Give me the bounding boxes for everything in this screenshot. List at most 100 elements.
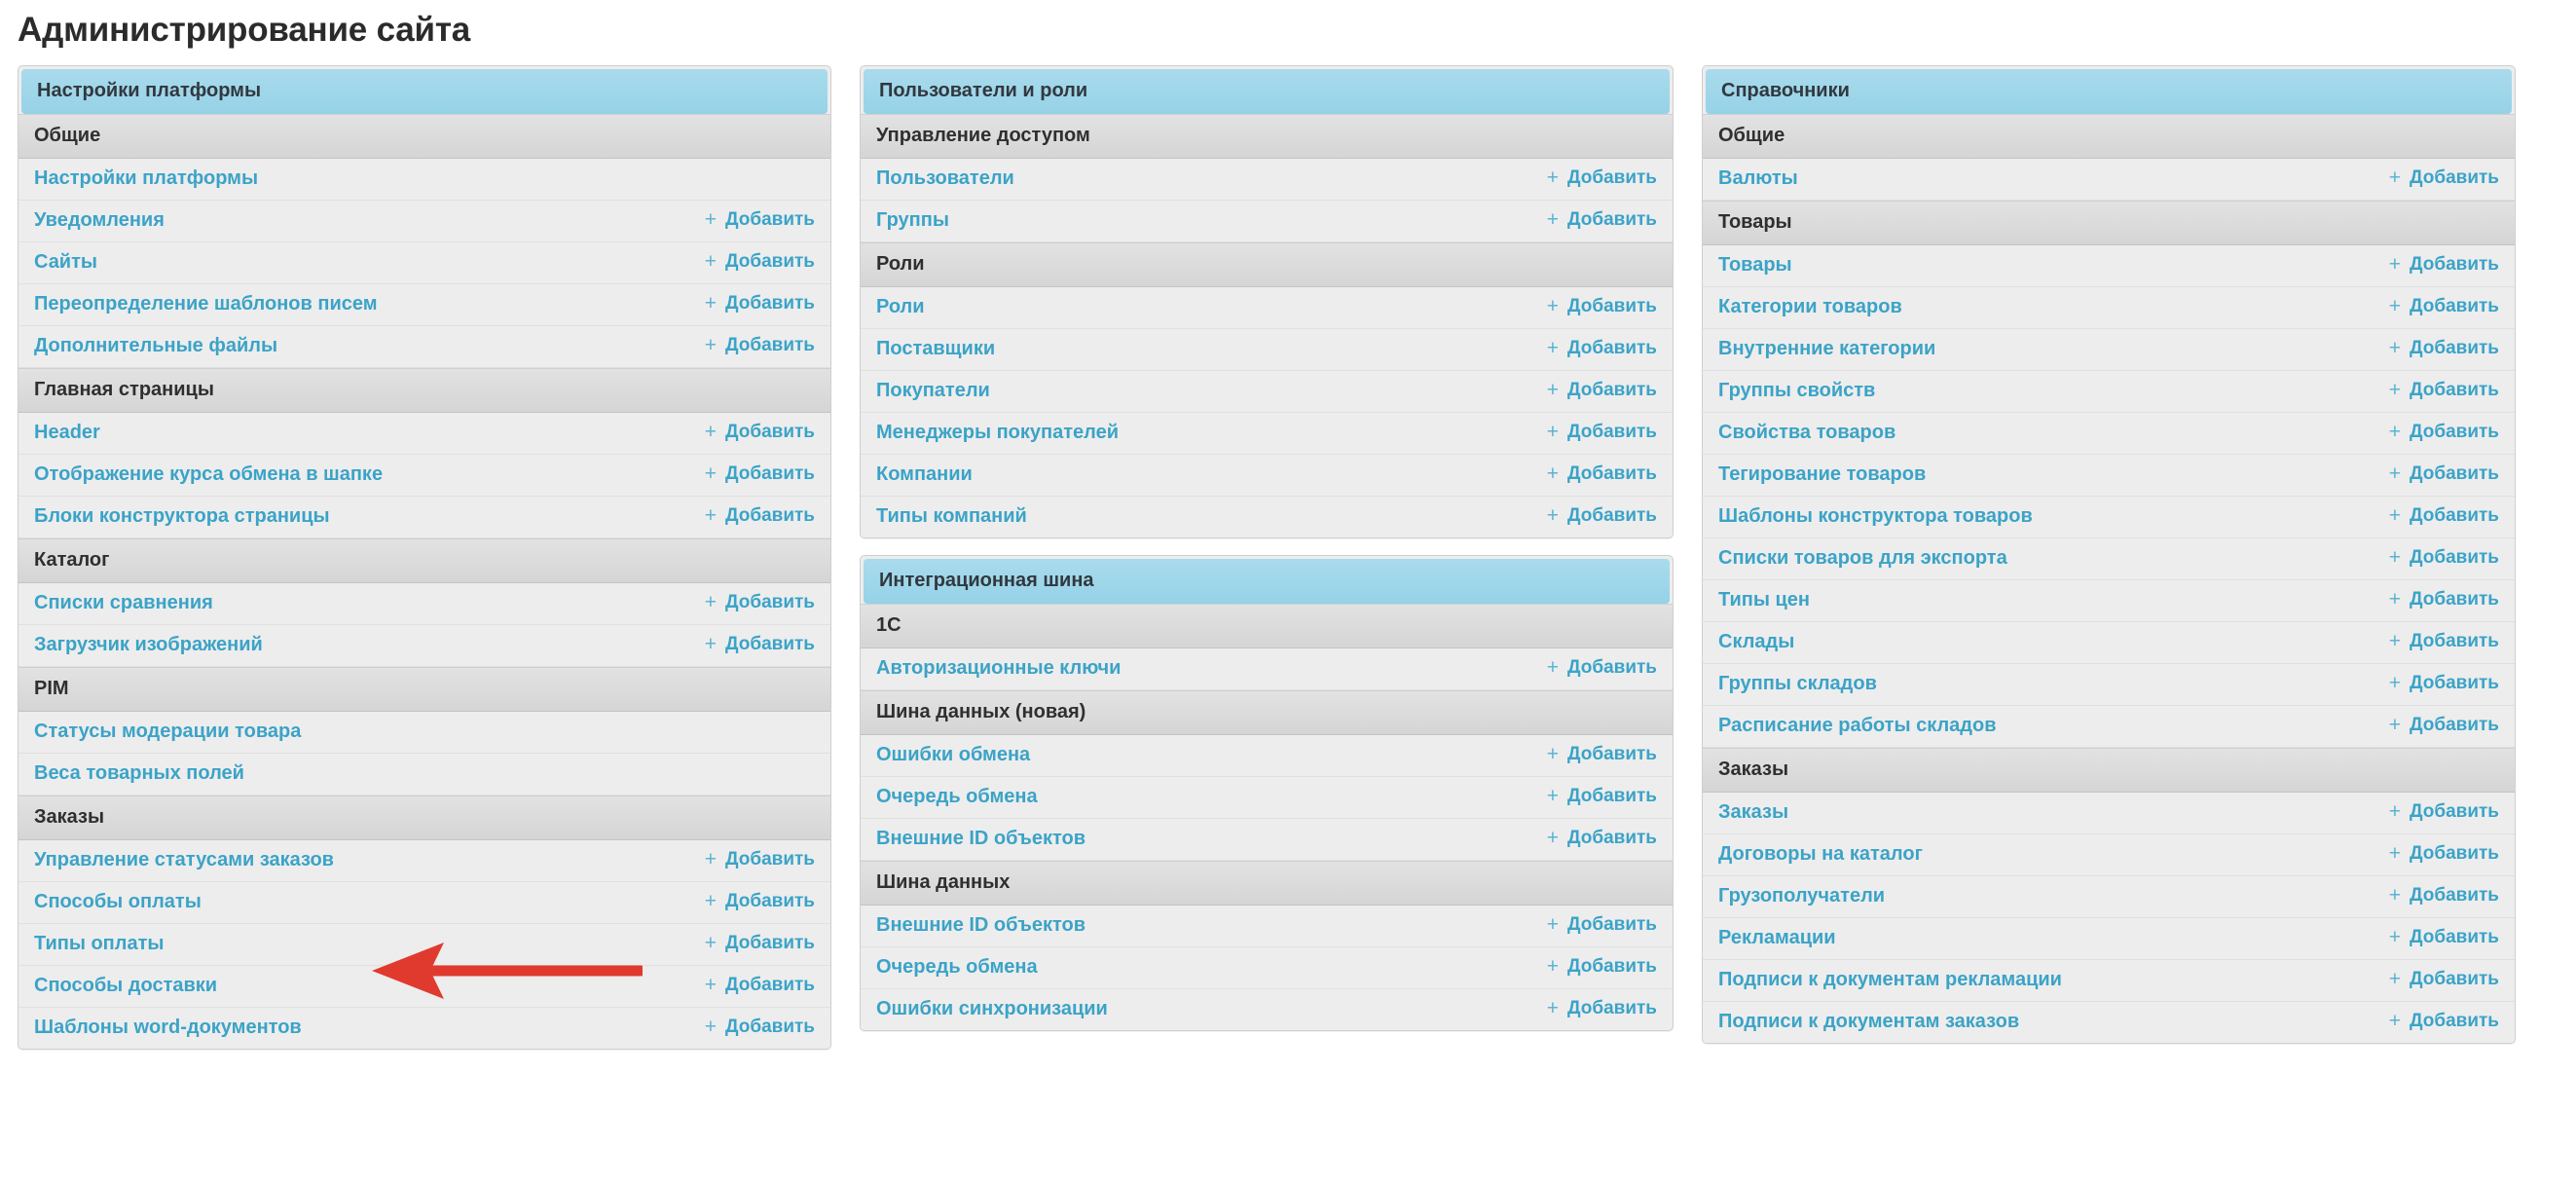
add-link[interactable]: + Добавить xyxy=(1547,914,1657,936)
model-link[interactable]: Переопределение шаблонов писем xyxy=(34,292,378,314)
model-link[interactable]: Заказы xyxy=(1718,800,1789,823)
add-link[interactable]: + Добавить xyxy=(705,463,815,485)
add-link[interactable]: + Добавить xyxy=(705,1017,815,1038)
add-link[interactable]: + Добавить xyxy=(1547,167,1657,189)
model-link[interactable]: Типы цен xyxy=(1718,588,1810,610)
add-link[interactable]: + Добавить xyxy=(705,975,815,996)
model-link[interactable]: Типы компаний xyxy=(876,504,1027,527)
model-link[interactable]: Шаблоны конструктора товаров xyxy=(1718,504,2033,527)
add-link[interactable]: + Добавить xyxy=(1547,209,1657,231)
add-link[interactable]: + Добавить xyxy=(2389,589,2499,610)
add-link[interactable]: + Добавить xyxy=(1547,998,1657,1019)
model-link[interactable]: Дополнительные файлы xyxy=(34,334,278,356)
add-link[interactable]: + Добавить xyxy=(2389,380,2499,401)
add-link[interactable]: + Добавить xyxy=(705,209,815,231)
add-link[interactable]: + Добавить xyxy=(2389,673,2499,694)
model-link[interactable]: Блоки конструктора страницы xyxy=(34,504,330,527)
model-link[interactable]: Поставщики xyxy=(876,337,996,359)
add-link[interactable]: + Добавить xyxy=(2389,296,2499,317)
model-link[interactable]: Очередь обмена xyxy=(876,785,1038,807)
model-link[interactable]: Уведомления xyxy=(34,208,165,231)
model-link[interactable]: Внутренние категории xyxy=(1718,337,1936,359)
add-link[interactable]: + Добавить xyxy=(705,422,815,443)
add-link[interactable]: + Добавить xyxy=(2389,715,2499,736)
model-link[interactable]: Покупатели xyxy=(876,379,990,401)
model-link[interactable]: Подписи к документам заказов xyxy=(1718,1010,2020,1032)
model-link[interactable]: Внешние ID объектов xyxy=(876,913,1086,936)
model-link[interactable]: Категории товаров xyxy=(1718,295,1902,317)
model-link[interactable]: Группы свойств xyxy=(1718,379,1876,401)
model-link[interactable]: Свойства товаров xyxy=(1718,421,1896,443)
add-link[interactable]: + Добавить xyxy=(705,933,815,954)
model-link[interactable]: Ошибки обмена xyxy=(876,743,1031,765)
model-link[interactable]: Внешние ID объектов xyxy=(876,827,1086,849)
add-link[interactable]: + Добавить xyxy=(1547,422,1657,443)
add-link[interactable]: + Добавить xyxy=(2389,1011,2499,1032)
add-link[interactable]: + Добавить xyxy=(705,634,815,655)
add-link[interactable]: + Добавить xyxy=(2389,422,2499,443)
model-link[interactable]: Header xyxy=(34,421,100,443)
add-link-label: Добавить xyxy=(2409,589,2499,610)
model-link[interactable]: Рекламации xyxy=(1718,926,1836,948)
add-link[interactable]: + Добавить xyxy=(1547,657,1657,679)
add-link[interactable]: + Добавить xyxy=(705,293,815,314)
add-link[interactable]: + Добавить xyxy=(1547,786,1657,807)
add-link[interactable]: + Добавить xyxy=(1547,828,1657,849)
model-link[interactable]: Роли xyxy=(876,295,925,317)
model-link[interactable]: Способы оплаты xyxy=(34,890,202,912)
model-link[interactable]: Статусы модерации товара xyxy=(34,720,302,742)
add-link[interactable]: + Добавить xyxy=(2389,167,2499,189)
add-link[interactable]: + Добавить xyxy=(2389,927,2499,948)
model-link[interactable]: Списки сравнения xyxy=(34,591,213,613)
add-link[interactable]: + Добавить xyxy=(2389,547,2499,569)
model-link[interactable]: Товары xyxy=(1718,253,1792,276)
model-link[interactable]: Расписание работы складов xyxy=(1718,714,1997,736)
model-link[interactable]: Списки товаров для экспорта xyxy=(1718,546,2007,569)
model-link[interactable]: Группы складов xyxy=(1718,672,1877,694)
add-link[interactable]: + Добавить xyxy=(2389,505,2499,527)
add-link[interactable]: + Добавить xyxy=(1547,463,1657,485)
model-link[interactable]: Сайты xyxy=(34,250,97,273)
model-link[interactable]: Загрузчик изображений xyxy=(34,633,263,655)
model-link[interactable]: Договоры на каталог xyxy=(1718,842,1923,865)
add-link[interactable]: + Добавить xyxy=(705,335,815,356)
model-link[interactable]: Грузополучатели xyxy=(1718,884,1886,906)
add-link[interactable]: + Добавить xyxy=(2389,463,2499,485)
add-link[interactable]: + Добавить xyxy=(1547,296,1657,317)
add-link[interactable]: + Добавить xyxy=(2389,631,2499,652)
model-link[interactable]: Шаблоны word-документов xyxy=(34,1016,302,1038)
model-link[interactable]: Валюты xyxy=(1718,166,1798,189)
add-link[interactable]: + Добавить xyxy=(705,505,815,527)
model-link[interactable]: Подписи к документам рекламации xyxy=(1718,968,2062,990)
model-link[interactable]: Настройки платформы xyxy=(34,166,259,189)
add-link[interactable]: + Добавить xyxy=(1547,338,1657,359)
add-link[interactable]: + Добавить xyxy=(705,592,815,613)
add-link[interactable]: + Добавить xyxy=(2389,338,2499,359)
model-link[interactable]: Склады xyxy=(1718,630,1795,652)
add-link[interactable]: + Добавить xyxy=(2389,843,2499,865)
model-link[interactable]: Очередь обмена xyxy=(876,955,1038,978)
add-link[interactable]: + Добавить xyxy=(2389,801,2499,823)
add-link[interactable]: + Добавить xyxy=(2389,969,2499,990)
model-link[interactable]: Пользователи xyxy=(876,166,1014,189)
add-link[interactable]: + Добавить xyxy=(705,891,815,912)
add-link[interactable]: + Добавить xyxy=(1547,505,1657,527)
add-link[interactable]: + Добавить xyxy=(2389,885,2499,906)
model-link[interactable]: Отображение курса обмена в шапке xyxy=(34,462,384,485)
add-link[interactable]: + Добавить xyxy=(705,251,815,273)
add-link[interactable]: + Добавить xyxy=(1547,380,1657,401)
model-link[interactable]: Способы доставки xyxy=(34,974,218,996)
model-link[interactable]: Авторизационные ключи xyxy=(876,656,1122,679)
add-link[interactable]: + Добавить xyxy=(2389,254,2499,276)
model-link[interactable]: Тегирование товаров xyxy=(1718,462,1927,485)
add-link[interactable]: + Добавить xyxy=(1547,744,1657,765)
add-link[interactable]: + Добавить xyxy=(705,849,815,870)
model-link[interactable]: Компании xyxy=(876,462,973,485)
add-link[interactable]: + Добавить xyxy=(1547,956,1657,978)
model-link[interactable]: Типы оплаты xyxy=(34,932,165,954)
model-link[interactable]: Менеджеры покупателей xyxy=(876,421,1119,443)
model-link[interactable]: Ошибки синхронизации xyxy=(876,997,1108,1019)
model-link[interactable]: Группы xyxy=(876,208,949,231)
model-link[interactable]: Веса товарных полей xyxy=(34,761,244,784)
model-link[interactable]: Управление статусами заказов xyxy=(34,848,334,870)
